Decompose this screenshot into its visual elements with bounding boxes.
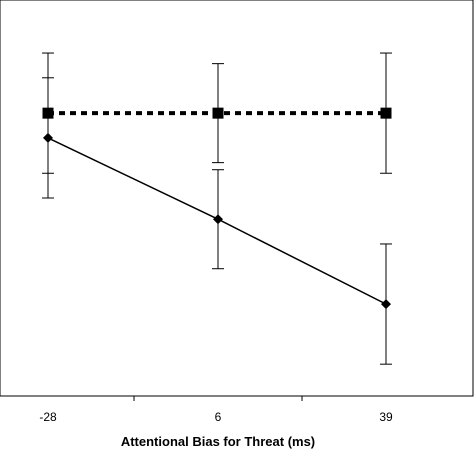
- data-point-square: [212, 107, 224, 119]
- data-point-diamond: [213, 214, 223, 225]
- plot-area-frame: [0, 0, 474, 397]
- data-point-square: [380, 107, 392, 119]
- x-tick-label: -28: [39, 410, 57, 424]
- series-layer: [42, 52, 392, 365]
- data-point-diamond: [43, 132, 53, 143]
- data-point-diamond: [381, 299, 391, 310]
- x-tick-label: 39: [379, 410, 393, 424]
- x-axis-title: Attentional Bias for Threat (ms): [121, 434, 315, 449]
- x-tick-label: 6: [215, 410, 222, 424]
- x-axis: -28 6 39: [39, 396, 393, 424]
- series-2: [42, 77, 392, 365]
